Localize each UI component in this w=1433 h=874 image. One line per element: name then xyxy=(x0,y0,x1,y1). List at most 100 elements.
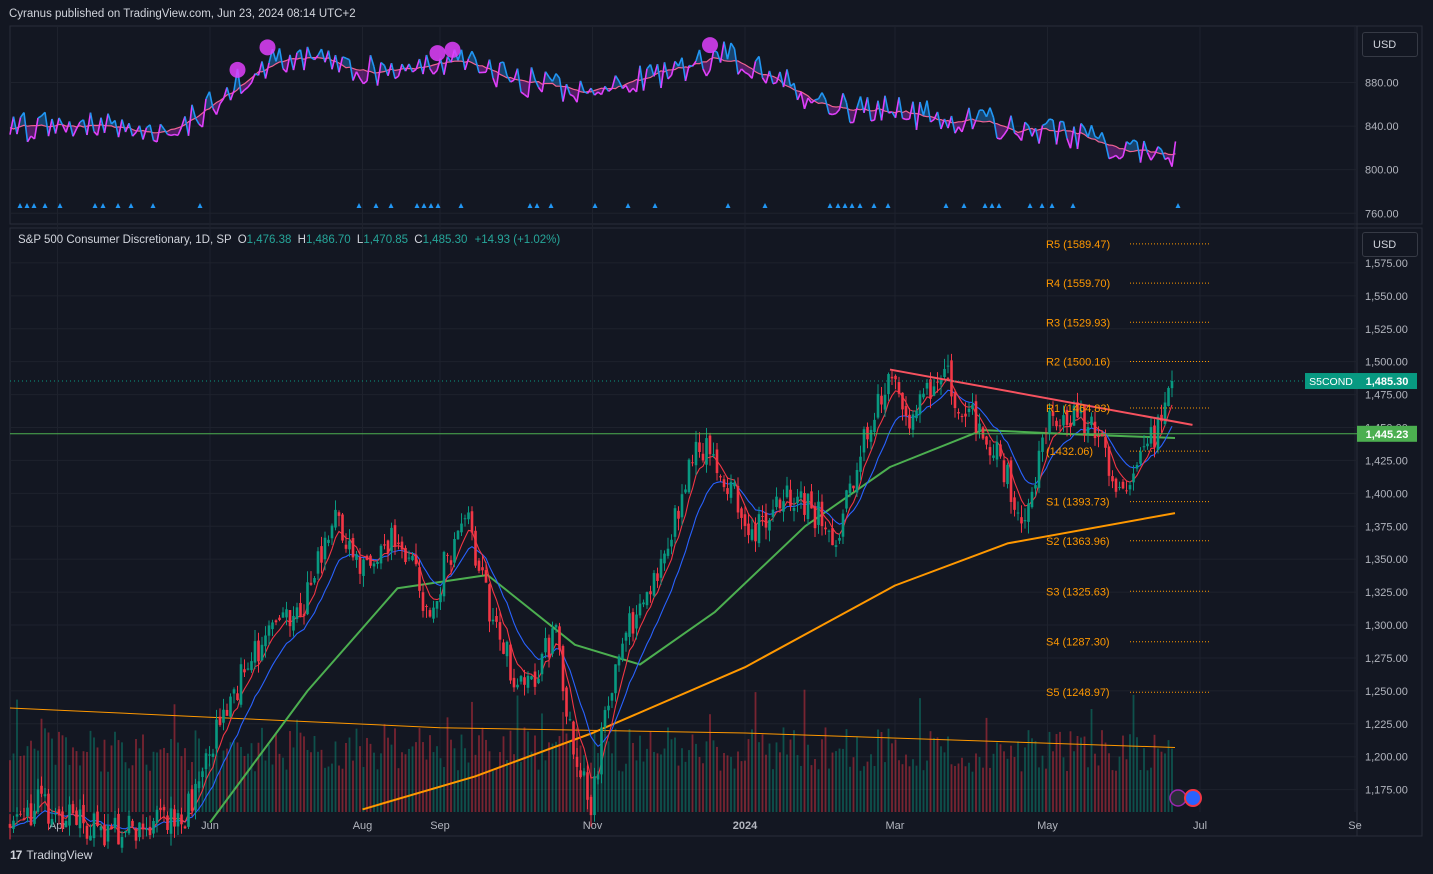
candle-body xyxy=(64,821,68,828)
candle-body xyxy=(950,360,953,397)
published-header: Cyranus published on TradingView.com, Ju… xyxy=(9,8,356,20)
oscillator-line-segment xyxy=(1129,139,1135,145)
volume-bar xyxy=(716,746,718,812)
volume-bar xyxy=(439,758,442,812)
oscillator-arrow-icon xyxy=(548,203,554,208)
oscillator-line-segment xyxy=(510,79,515,83)
oscillator-line-segment xyxy=(1087,125,1093,138)
candle-body xyxy=(1132,473,1135,483)
currency-button-bottom[interactable]: USD xyxy=(1362,232,1418,257)
candle-body xyxy=(19,813,22,815)
oscillator-line-segment xyxy=(12,116,18,135)
oscillator-line-segment xyxy=(174,133,179,137)
oscillator-line-segment xyxy=(1146,152,1152,161)
oscillator-line-segment xyxy=(684,65,690,82)
candle-body xyxy=(960,415,964,417)
candle-body xyxy=(974,401,978,433)
candle-body xyxy=(344,544,348,549)
oscillator-line-segment xyxy=(534,79,540,88)
currency-button-top[interactable]: USD xyxy=(1362,32,1418,57)
footer-brand[interactable]: 17 TradingView xyxy=(10,848,92,862)
volume-bar xyxy=(1034,741,1037,812)
oscillator-fill-segment xyxy=(615,75,619,89)
candle-body xyxy=(362,559,365,576)
candle-body xyxy=(631,612,635,634)
volume-bar xyxy=(341,768,344,812)
candle-body xyxy=(232,689,236,694)
volume-bar xyxy=(516,695,519,812)
candle-body xyxy=(225,709,229,716)
volume-bar xyxy=(821,739,823,812)
volume-bar xyxy=(23,755,25,812)
candle-body xyxy=(666,548,670,556)
candle-body xyxy=(894,375,897,380)
volume-bar xyxy=(884,762,886,812)
price-tick-label: 1,500.00 xyxy=(1365,357,1408,369)
candle-body xyxy=(1090,416,1093,426)
candle-body xyxy=(463,518,467,520)
oscillator-line-segment xyxy=(324,50,330,63)
oscillator-line-segment xyxy=(1108,156,1113,160)
volume-bar xyxy=(719,770,722,812)
candle-body xyxy=(526,675,530,688)
candle-body xyxy=(764,512,768,528)
oscillator-line-segment xyxy=(824,99,830,114)
oscillator-arrow-icon xyxy=(197,203,203,208)
candle-body xyxy=(1072,405,1076,426)
oscillator-line-segment xyxy=(439,58,445,75)
time-tick-label: Jul xyxy=(1193,820,1207,832)
oscillator-line-segment xyxy=(229,90,235,101)
volume-bar xyxy=(432,752,435,812)
candle-body xyxy=(635,614,638,629)
volume-bar xyxy=(765,754,767,812)
oscillator-line-segment xyxy=(201,98,207,128)
candle-body xyxy=(169,808,173,834)
candle-body xyxy=(855,470,859,493)
candle-body xyxy=(330,525,334,539)
volume-bar xyxy=(698,756,701,812)
candle-body xyxy=(558,626,561,650)
volume-bar xyxy=(33,748,36,812)
oscillator-fill-segment xyxy=(199,113,203,128)
candle-body xyxy=(264,635,267,647)
volume-bar xyxy=(674,737,676,812)
legend-low-label: L xyxy=(356,234,364,246)
oscillator-line-segment xyxy=(992,117,998,139)
volume-bar xyxy=(646,748,648,812)
candle-body xyxy=(1076,402,1079,418)
candle-body xyxy=(414,554,418,565)
oscillator-line-segment xyxy=(877,100,883,121)
candle-body xyxy=(799,491,803,498)
candle-body xyxy=(757,514,761,544)
candle-body xyxy=(274,620,278,623)
volume-bar xyxy=(614,728,617,812)
legend-close: 1,485.30 xyxy=(422,234,468,246)
oscillator-line-segment xyxy=(117,119,123,138)
volume-bar xyxy=(541,713,543,812)
volume-bar xyxy=(268,744,270,812)
oscillator-fill-segment xyxy=(342,56,346,68)
volume-bar xyxy=(79,765,81,812)
oscillator-line-segment xyxy=(1034,128,1040,144)
oscillator-line-segment xyxy=(600,85,606,95)
volume-bar xyxy=(306,749,309,812)
candle-body xyxy=(1153,425,1156,448)
oscillator-line-segment xyxy=(660,62,666,89)
volume-bar xyxy=(810,765,813,812)
legend-high: 1,486.70 xyxy=(305,234,351,246)
candle-body xyxy=(40,785,43,794)
candle-body xyxy=(565,687,568,717)
oscillator-line-segment xyxy=(373,66,379,86)
oscillator-line-segment xyxy=(527,67,533,98)
oscillator-line-segment xyxy=(719,41,725,63)
oscillator-fill-segment xyxy=(286,54,290,73)
oscillator-line-segment xyxy=(86,112,92,136)
oscillator-fill-segment xyxy=(713,51,717,59)
oscillator-line-segment xyxy=(842,93,848,104)
candle-body xyxy=(341,514,344,541)
candle-body xyxy=(236,693,239,701)
candle-body xyxy=(901,392,904,410)
volume-bar xyxy=(915,765,918,812)
candle-body xyxy=(1135,464,1139,469)
